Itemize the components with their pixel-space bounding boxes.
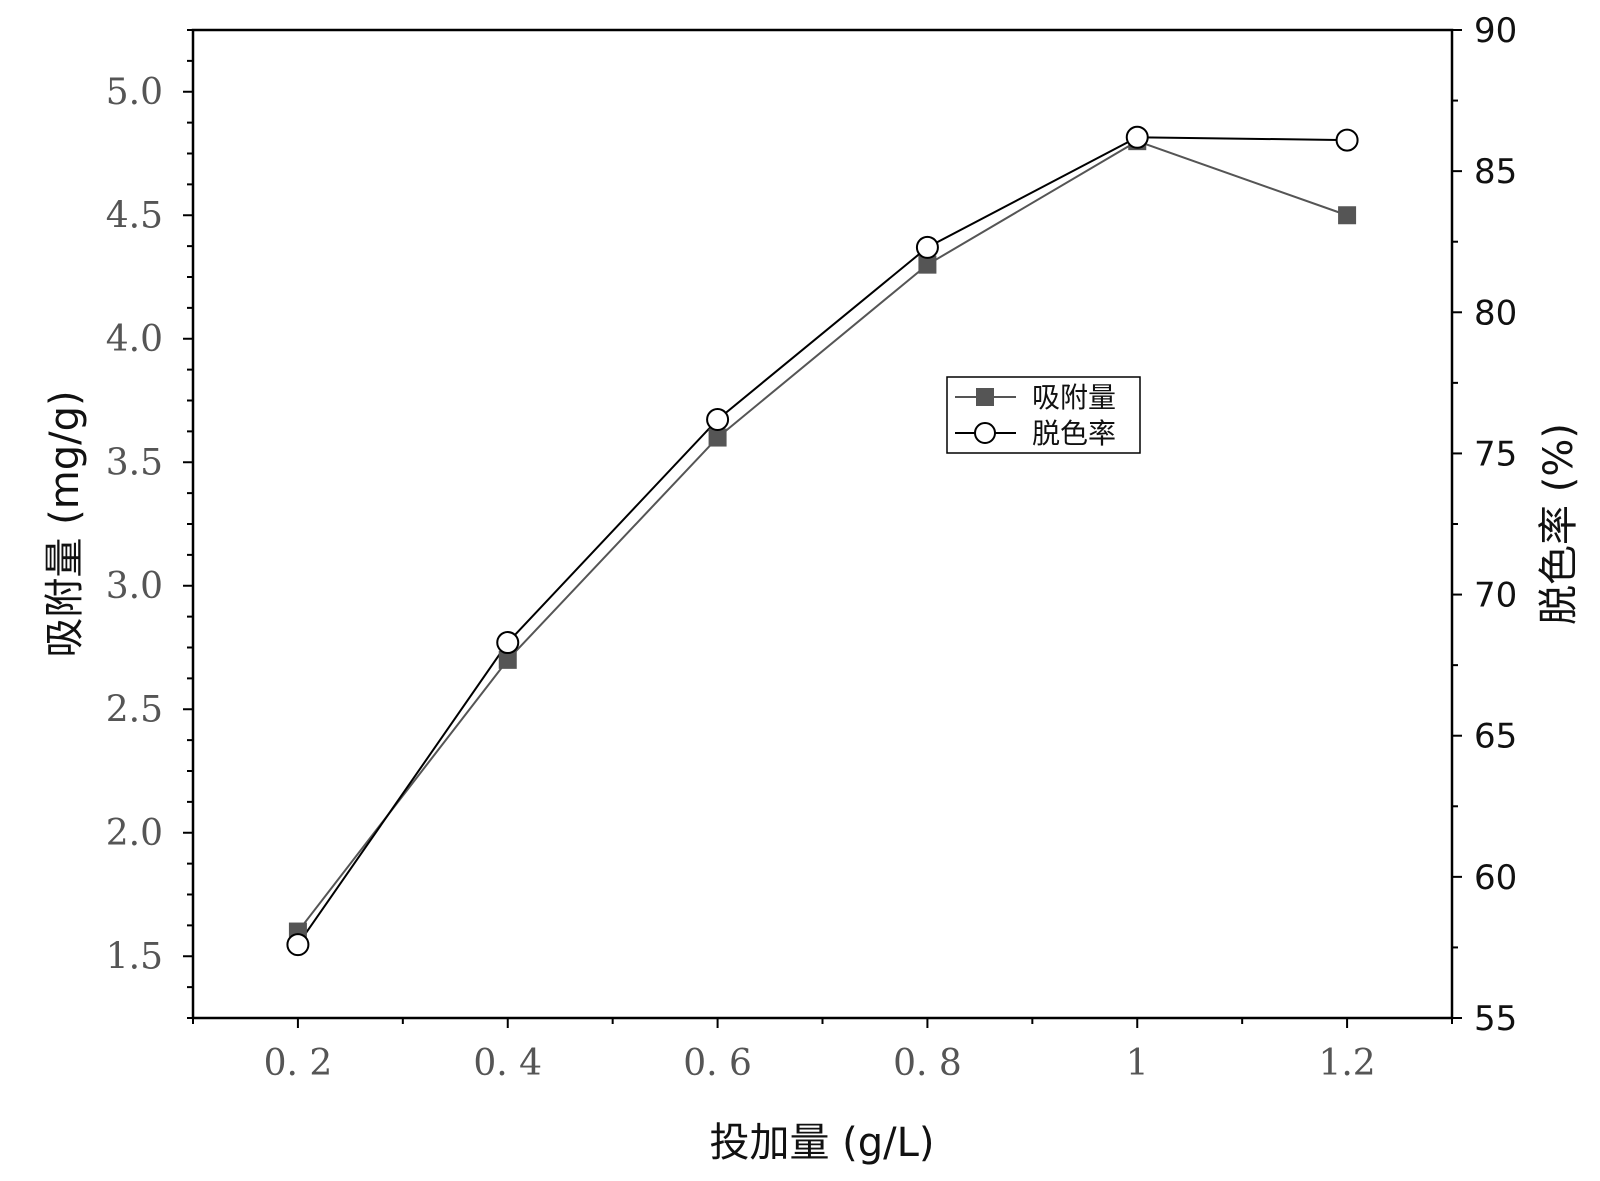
series-layer [286,125,1359,957]
legend-marker-decolor [974,422,996,444]
data-point-adsorption [1338,206,1357,225]
x-axis-title: 投加量 (g/L) [709,1120,934,1166]
y-axis-left-title: 吸附量 (mg/g) [42,390,88,657]
y-right-tick-label: 90 [1474,11,1517,51]
data-point-decolor [1335,128,1359,152]
x-tick-label: 0. 4 [473,1043,542,1084]
legend-label-adsorption: 吸附量 [1032,381,1116,414]
legend-label-decolor: 脱色率 [1032,417,1116,450]
y-right-tick-label: 60 [1474,858,1517,898]
y-right-tick-label: 85 [1474,152,1517,192]
legend: 吸附量 脱色率 [946,376,1141,454]
x-tick-label: 1 [1126,1043,1149,1084]
y-left-tick-label: 2.0 [106,813,163,854]
y-right-tick-label: 80 [1474,293,1517,333]
y-right-tick-label: 75 [1474,434,1517,474]
y-right-tick-label: 65 [1474,717,1517,757]
data-point-decolor [706,408,730,432]
data-point-decolor [286,933,310,957]
y-left-tick-label: 2.5 [106,689,163,730]
y-left-tick-label: 3.5 [106,442,163,483]
legend-marker-adsorption [976,388,994,406]
y-right-tick-label: 70 [1474,576,1517,616]
data-point-decolor [1125,125,1149,149]
data-point-adsorption [498,650,517,669]
x-tick-label: 1.2 [1318,1043,1375,1084]
y-axis-right-title: 脱色率 (%) [1536,423,1582,625]
x-tick-label: 0. 2 [264,1043,333,1084]
data-point-decolor [496,631,520,655]
right-axis: 55 60 65 70 75 80 85 90 [1452,11,1517,1039]
x-tick-label: 0. 6 [683,1043,752,1084]
data-point-adsorption [708,428,727,447]
y-left-tick-label: 4.5 [106,195,163,236]
y-left-tick-label: 1.5 [106,936,163,977]
y-right-tick-label: 55 [1474,999,1517,1039]
plot-frame [191,28,1454,1020]
bottom-axis: 0. 2 0. 4 0. 6 0. 8 1 1.2 [192,1018,1453,1084]
data-point-adsorption [918,255,937,274]
y-left-tick-label: 5.0 [106,72,163,113]
data-point-decolor [915,235,939,259]
x-tick-label: 0. 8 [893,1043,962,1084]
y-left-tick-label: 3.0 [106,566,163,607]
left-axis: 1.5 2.0 2.5 3.0 3.5 4.0 4.5 5.0 [106,29,193,1019]
series-line-decolor [297,136,1348,946]
y-left-tick-label: 4.0 [106,319,163,360]
series-line-adsorption [297,140,1348,933]
